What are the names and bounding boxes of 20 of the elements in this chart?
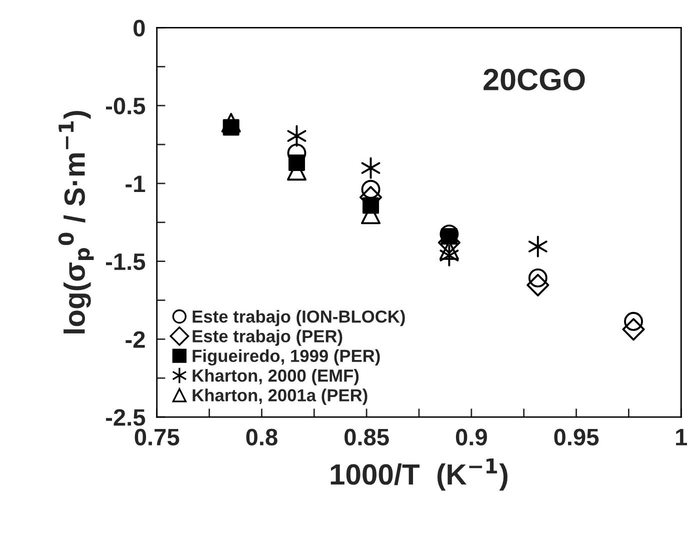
x-tick-label: 0.8 bbox=[246, 428, 278, 446]
legend-label: Figueiredo, 1999 (PER) bbox=[192, 349, 380, 366]
legend-label: Kharton, 2000 (EMF) bbox=[192, 369, 359, 386]
x-tick-label: 1 bbox=[676, 428, 688, 446]
legend-label: Kharton, 2001a (PER) bbox=[192, 388, 368, 405]
y-axis-title: log(σ$_{p}$$^{0}$ / S·m$^{−1}$) bbox=[58, 110, 94, 334]
legend-label: Este trabajo (PER) bbox=[192, 330, 342, 346]
y-tick-label: -2.5 bbox=[106, 409, 146, 426]
y-tick-label: -2 bbox=[126, 331, 145, 348]
x-tick-label: 0.95 bbox=[554, 428, 599, 446]
y-tick-label: -0.5 bbox=[106, 98, 146, 114]
y-tick-label: 0 bbox=[134, 20, 145, 37]
x-tick-label: 0.75 bbox=[134, 428, 180, 446]
y-tick-label: -1.5 bbox=[106, 254, 146, 270]
annotation: 20CGO bbox=[484, 68, 585, 90]
y-tick-label: -1 bbox=[126, 176, 146, 192]
x-tick-label: 0.9 bbox=[456, 428, 487, 446]
x-tick-label: 0.85 bbox=[344, 428, 389, 446]
legend-label: Este trabajo (ION-BLOCK) bbox=[192, 310, 405, 326]
x-axis-title: 1000/T (K$^{−1}$) bbox=[330, 458, 508, 491]
